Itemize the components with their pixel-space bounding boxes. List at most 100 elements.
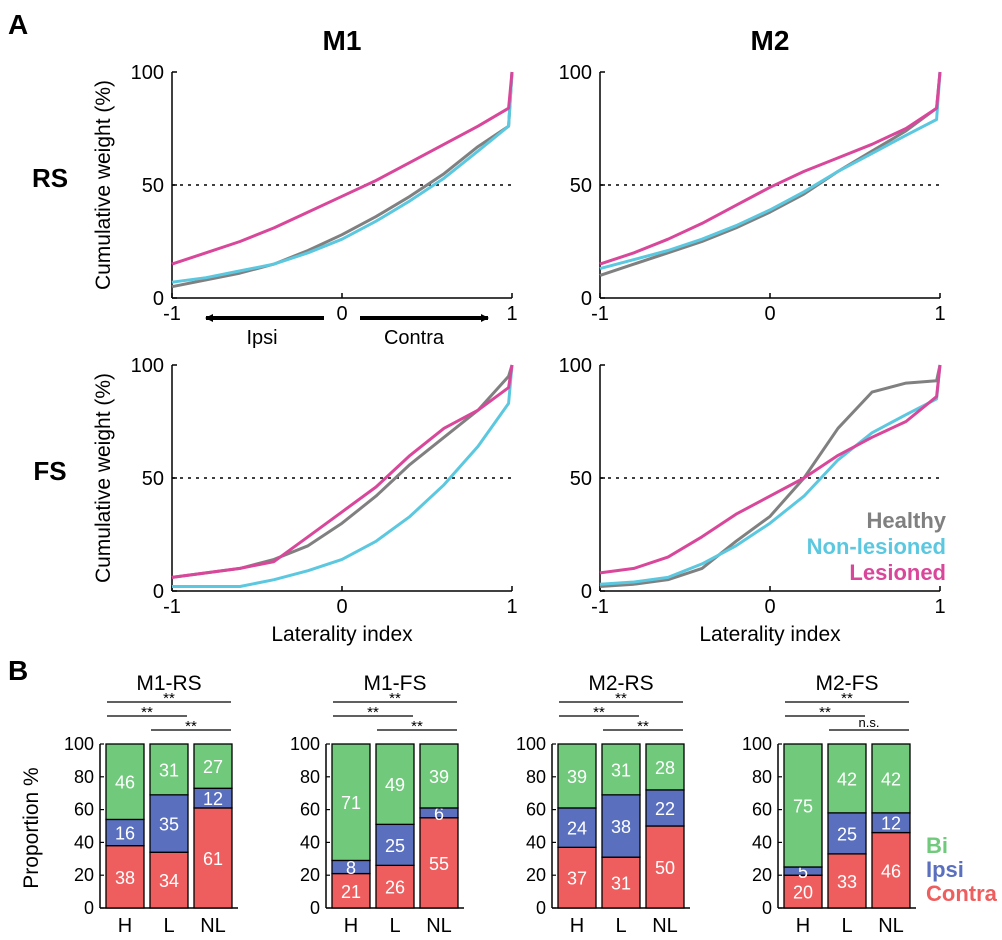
bar-segment-ipsi <box>827 812 867 855</box>
y-tick-label: 0 <box>762 898 772 918</box>
category-label: NL <box>878 915 904 937</box>
bar-legend: Bi Ipsi Contra <box>926 833 998 906</box>
bar-segment-bi <box>419 743 459 809</box>
legend-contra: Contra <box>926 881 998 906</box>
significance-label: ** <box>637 718 649 735</box>
category-label: NL <box>200 915 226 937</box>
data-label: 38 <box>115 868 135 888</box>
data-label: 25 <box>837 824 857 844</box>
y-tick-label: 80 <box>74 767 94 787</box>
bar-segment-bi <box>783 743 823 868</box>
significance-label: ** <box>819 704 831 721</box>
data-label: 61 <box>203 849 223 869</box>
category-label: H <box>118 915 132 937</box>
bar-segment-ipsi <box>557 807 597 848</box>
data-label: 25 <box>385 836 405 856</box>
category-label: L <box>389 915 400 937</box>
series-line-non-lesioned <box>171 71 514 284</box>
x-tick-label: 0 <box>336 303 347 325</box>
legend-non-lesioned: Non-lesioned <box>807 534 946 559</box>
data-label: 6 <box>434 804 444 824</box>
series-line-non-lesioned <box>599 71 942 271</box>
bar-segment-ipsi <box>105 818 145 847</box>
category-label: H <box>796 915 810 937</box>
data-label: 50 <box>655 858 675 878</box>
y-tick-label: 100 <box>64 734 94 754</box>
y-tick-label: 0 <box>581 288 592 310</box>
y-tick-label: 0 <box>310 898 320 918</box>
series-line-healthy <box>599 71 942 277</box>
bar-chart-m1-rs: 0 20 40 60 80 100 38 16 46 H 34 35 31 L 61 12 27 NL ** ** **… <box>20 672 238 937</box>
bar-chart-title: M1-FS <box>364 672 427 695</box>
x-tick-label: -1 <box>591 303 609 325</box>
y-tick-label: 50 <box>142 468 164 490</box>
y-tick-label: 0 <box>84 898 94 918</box>
data-label: 33 <box>837 872 857 892</box>
bar-segment-bi <box>149 743 189 796</box>
data-label: 37 <box>567 869 587 889</box>
bar-chart-m2-rs: 0 20 40 60 80 100 37 24 39 H 31 38 31 L 50 22 28 NL ** ** **… <box>516 672 690 937</box>
bar-segment-contra <box>645 825 685 909</box>
y-tick-label: 80 <box>300 767 320 787</box>
significance-label: ** <box>593 704 605 721</box>
bar-segment-contra <box>601 856 641 909</box>
bar-segment-bi <box>331 743 371 862</box>
y-tick-label: 80 <box>526 767 546 787</box>
data-label: 31 <box>159 760 179 780</box>
contra-label: Contra <box>384 327 445 349</box>
bar-segment-contra <box>827 853 867 909</box>
data-label: 31 <box>611 874 631 894</box>
data-label: 31 <box>611 760 631 780</box>
significance-label: ** <box>841 690 853 707</box>
bar-chart-m1-fs: 02040608010021871H262549L55639NL******M1… <box>290 672 464 937</box>
y-tick-label: 60 <box>752 800 772 820</box>
data-label: 28 <box>655 758 675 778</box>
data-label: 27 <box>203 757 223 777</box>
data-label: 49 <box>385 775 405 795</box>
x-tick-label: 1 <box>934 303 945 325</box>
data-label: 39 <box>429 767 449 787</box>
data-label: 20 <box>793 883 813 903</box>
data-label: 42 <box>881 769 901 789</box>
y-tick-label: 50 <box>570 468 592 490</box>
y-tick-label: 100 <box>742 734 772 754</box>
x-tick-label: 0 <box>764 303 775 325</box>
bar-segment-ipsi <box>375 823 415 867</box>
bar-segment-contra <box>419 817 459 909</box>
x-tick-label: 1 <box>506 596 517 618</box>
significance-label: ** <box>615 690 627 707</box>
y-tick-label: 60 <box>74 800 94 820</box>
x-tick-label: 1 <box>506 303 517 325</box>
data-label: 5 <box>798 862 808 882</box>
bar-segment-bi <box>557 743 597 809</box>
y-tick-label: 20 <box>74 865 94 885</box>
category-label: NL <box>652 915 678 937</box>
series-line-lesioned <box>599 364 942 575</box>
y-tick-label: 40 <box>300 832 320 852</box>
row-label: FS <box>33 456 66 486</box>
series-line-lesioned <box>171 71 514 266</box>
category-label: L <box>163 915 174 937</box>
y-tick-label: 40 <box>74 832 94 852</box>
y-tick-label: 40 <box>526 832 546 852</box>
series-line-lesioned <box>599 71 942 266</box>
data-label: 21 <box>341 882 361 902</box>
category-label: L <box>841 915 852 937</box>
bar-segment-contra <box>149 851 189 909</box>
bar-segment-contra <box>871 831 911 909</box>
category-label: NL <box>426 915 452 937</box>
y-tick-label: 80 <box>752 767 772 787</box>
y-tick-label: 100 <box>131 355 164 377</box>
data-label: 22 <box>655 799 675 819</box>
category-label: H <box>344 915 358 937</box>
y-tick-label: 60 <box>526 800 546 820</box>
data-label: 39 <box>567 767 587 787</box>
x-tick-label: 0 <box>764 596 775 618</box>
series-line-healthy <box>599 364 942 588</box>
legend-healthy: Healthy <box>867 508 947 533</box>
y-tick-label: 0 <box>153 581 164 603</box>
